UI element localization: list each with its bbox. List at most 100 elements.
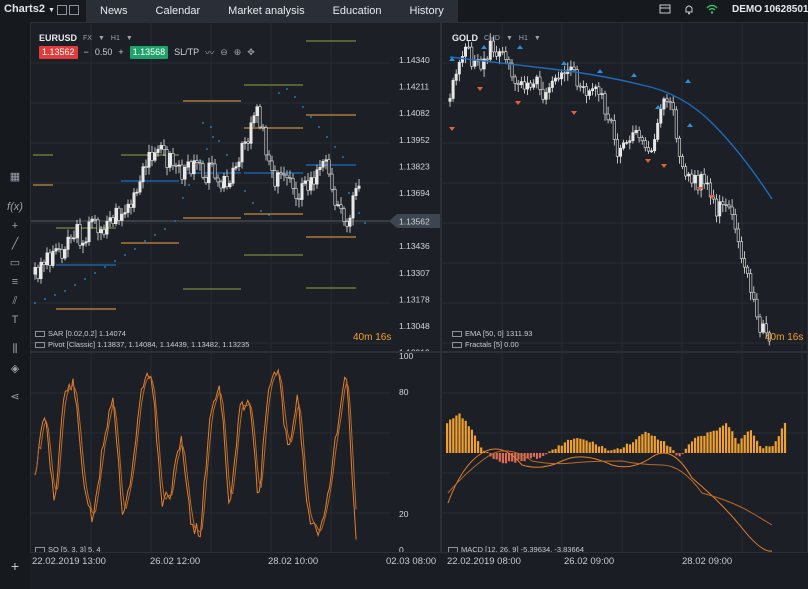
chevron-down-icon[interactable]: ▼ <box>97 34 105 42</box>
candle <box>333 189 337 206</box>
macd-line <box>447 448 773 552</box>
indicator-icon <box>452 330 462 337</box>
candle <box>180 164 184 180</box>
macd-histogram-bar <box>477 441 480 453</box>
tab-history[interactable]: History <box>409 5 444 17</box>
macd-histogram-bar <box>746 431 749 453</box>
candle <box>650 150 654 153</box>
account-number[interactable]: 10628501 <box>764 4 808 15</box>
candle <box>168 153 172 168</box>
tab-news[interactable]: News <box>100 5 128 17</box>
pivot-indicator-text: Pivot [Classic] 1.13837, 1.14084, 1.1443… <box>48 340 250 349</box>
crosshair-icon[interactable]: + <box>11 220 19 232</box>
macd-panel[interactable]: MACD [12, 26, 9] -5.39634, -3.83664 <box>441 352 808 553</box>
current-price-tag <box>389 214 440 228</box>
eurusd-chart-panel[interactable]: 1.14340 1.14211 1.14082 1.13952 1.13823 1.136… <box>30 22 441 352</box>
chevron-down-icon[interactable]: ▼ <box>505 34 513 42</box>
candle <box>111 217 115 224</box>
tab-calendar[interactable]: Calendar <box>155 5 201 17</box>
candle <box>303 180 307 184</box>
timeframe-selector[interactable]: H1 <box>518 34 528 42</box>
layers-icon[interactable]: ◈ <box>10 363 20 375</box>
eurusd-candlestick-chart[interactable]: 1.14340 1.14211 1.14082 1.13952 1.13823 1.136… <box>31 23 441 352</box>
candle <box>715 198 719 217</box>
app-title-dropdown[interactable]: Charts2 ▼ <box>4 3 55 19</box>
chevron-down-icon[interactable]: ▼ <box>125 34 133 42</box>
fractals-indicator-label[interactable]: Fractals [5] 0.00 <box>452 340 519 349</box>
macd-histogram-bar <box>508 453 511 462</box>
candle <box>90 218 94 223</box>
candle <box>727 204 731 208</box>
candle <box>615 139 619 157</box>
candle <box>563 72 567 75</box>
fibonacci-tool-icon[interactable]: ≡ <box>11 276 19 288</box>
candle <box>755 298 759 318</box>
sell-price-button[interactable]: 1.13562 <box>39 45 78 59</box>
macd-histogram-bar <box>712 430 715 453</box>
line-tool-icon[interactable]: ╱ <box>11 238 19 250</box>
candle <box>54 248 58 252</box>
gold-chart-panel[interactable]: GOLD CMD ▼ H1 ▼ EMA [50, 0] 1311.93 Frac… <box>441 22 808 352</box>
move-icon[interactable]: ✥ <box>247 46 255 57</box>
macd-histogram-bar <box>594 444 597 453</box>
minus-icon[interactable]: − <box>83 47 89 57</box>
popout-icon[interactable] <box>57 5 67 15</box>
grid-layout-icon[interactable]: ▦ <box>9 171 21 183</box>
sar-indicator-label[interactable]: SAR [0.02,0.2] 1.14074 <box>35 329 126 338</box>
candle <box>498 51 502 57</box>
candle <box>273 170 277 187</box>
indicator-settings-icon[interactable]: ⫼ <box>12 343 18 355</box>
oscillator-tick-label: 80 <box>399 387 409 397</box>
candle <box>721 201 725 205</box>
ema-indicator-label[interactable]: EMA [50, 0] 1311.93 <box>452 329 532 338</box>
layout-icon[interactable] <box>69 5 79 15</box>
price-tick-label: 1.13436 <box>399 241 430 251</box>
macd-chart[interactable] <box>442 353 808 553</box>
candle <box>129 203 133 208</box>
gold-candlestick-chart[interactable] <box>442 23 808 352</box>
zoom-out-icon[interactable]: ⊖ <box>220 46 228 57</box>
symbol-name[interactable]: EURUSD <box>39 33 78 43</box>
candle <box>538 76 542 90</box>
gold-symbol-header: GOLD CMD ▼ H1 ▼ <box>452 31 541 45</box>
sltp-button[interactable]: SL/TP <box>174 47 200 57</box>
so-indicator-label[interactable]: SO [5, 3, 3] 5, 4 <box>35 545 101 552</box>
buy-price-button[interactable]: 1.13568 <box>129 45 169 59</box>
stochastic-panel[interactable]: 100 80 20 0 SO [5, 3, 3] 5, 4 <box>30 352 441 553</box>
date-label: 22.02.2019 13:00 <box>32 556 106 567</box>
macd-indicator-label[interactable]: MACD [12, 26, 9] -5.39634, -3.83664 <box>448 545 584 552</box>
symbol-name[interactable]: GOLD <box>452 33 478 43</box>
candle <box>162 145 166 150</box>
timeframe-selector[interactable]: H1 <box>110 34 120 42</box>
macd-histogram-bar <box>607 450 610 453</box>
add-chart-button[interactable]: + <box>10 558 20 574</box>
pivot-indicator-label[interactable]: Pivot [Classic] 1.13837, 1.14084, 1.1443… <box>35 340 249 349</box>
channel-tool-icon[interactable]: ⫽ <box>12 295 18 307</box>
wifi-icon <box>706 4 718 14</box>
macd-histogram-bar <box>635 439 638 453</box>
monitor-icon[interactable] <box>659 3 671 15</box>
date-label: 28.02 09:00 <box>682 556 733 567</box>
plus-icon[interactable]: + <box>118 47 124 57</box>
text-tool-icon[interactable]: T <box>11 314 19 326</box>
chart-type-icon[interactable]: 〰 <box>205 47 215 58</box>
candle <box>569 66 573 71</box>
indicator-icon <box>35 330 45 337</box>
candle <box>507 59 511 64</box>
chevron-down-icon[interactable]: ▼ <box>533 34 541 42</box>
macd-histogram-bar <box>684 448 687 453</box>
macd-histogram-bar <box>588 442 591 453</box>
tab-education[interactable]: Education <box>332 5 382 17</box>
rectangle-tool-icon[interactable]: ▭ <box>9 257 21 269</box>
candle <box>479 59 483 70</box>
tab-market-analysis[interactable]: Market analysis <box>228 5 305 17</box>
zoom-in-icon[interactable]: ⊕ <box>233 46 242 57</box>
sar-dot <box>294 96 296 98</box>
share-icon[interactable]: ⋖ <box>10 391 20 403</box>
candle <box>93 218 97 221</box>
function-icon[interactable]: f(x) <box>7 201 23 213</box>
bell-icon[interactable] <box>683 3 695 15</box>
stochastic-chart[interactable]: 100 80 20 0 <box>31 353 441 553</box>
candle <box>276 172 280 187</box>
candle <box>637 130 641 138</box>
